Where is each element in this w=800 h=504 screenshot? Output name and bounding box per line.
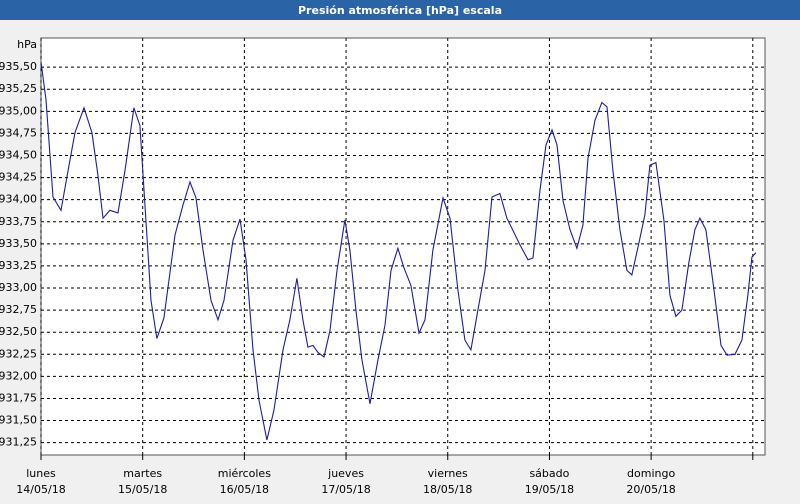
y-axis-label: hPa [17, 38, 37, 51]
y-tick-label: 931,50 [0, 414, 37, 427]
y-tick-label: 933,75 [0, 215, 37, 228]
x-tick-date: 17/05/18 [321, 483, 370, 496]
x-tick-date: 18/05/18 [423, 483, 472, 496]
y-tick-label: 935,00 [0, 104, 37, 117]
y-tick-label: 935,50 [0, 60, 37, 73]
chart-title: Presión atmosférica [hPa] escala [298, 4, 502, 17]
pressure-line [40, 61, 757, 441]
y-tick-label: 933,00 [0, 281, 37, 294]
x-tick-date: 14/05/18 [16, 483, 65, 496]
y-tick-label: 932,50 [0, 325, 37, 338]
y-tick-label: 932,25 [0, 347, 37, 360]
x-tick-label: sábado [529, 467, 569, 480]
x-tick-date: 16/05/18 [220, 483, 269, 496]
y-tick-label: 935,25 [0, 82, 37, 95]
y-tick-label: 933,25 [0, 259, 37, 272]
x-tick-date: 15/05/18 [118, 483, 167, 496]
y-tick-label: 931,75 [0, 391, 37, 404]
x-tick-label: viernes [428, 467, 468, 480]
y-tick-label: 933,50 [0, 237, 37, 250]
x-tick-label: martes [123, 467, 162, 480]
x-tick-date: 20/05/18 [626, 483, 675, 496]
y-tick-label: 934,25 [0, 171, 37, 184]
x-tick-label: domingo [627, 467, 675, 480]
x-tick-date: 19/05/18 [525, 483, 574, 496]
y-tick-label: 931,25 [0, 436, 37, 449]
plot-area [40, 37, 766, 456]
y-tick-label: 934,00 [0, 193, 37, 206]
x-tick-label: lunes [26, 467, 56, 480]
x-tick-label: jueves [327, 467, 364, 480]
y-tick-label: 932,00 [0, 369, 37, 382]
y-tick-label: 934,75 [0, 126, 37, 139]
x-tick-label: miércoles [218, 467, 271, 480]
y-tick-label: 934,50 [0, 149, 37, 162]
y-tick-label: 932,75 [0, 303, 37, 316]
title-bar [0, 0, 800, 20]
